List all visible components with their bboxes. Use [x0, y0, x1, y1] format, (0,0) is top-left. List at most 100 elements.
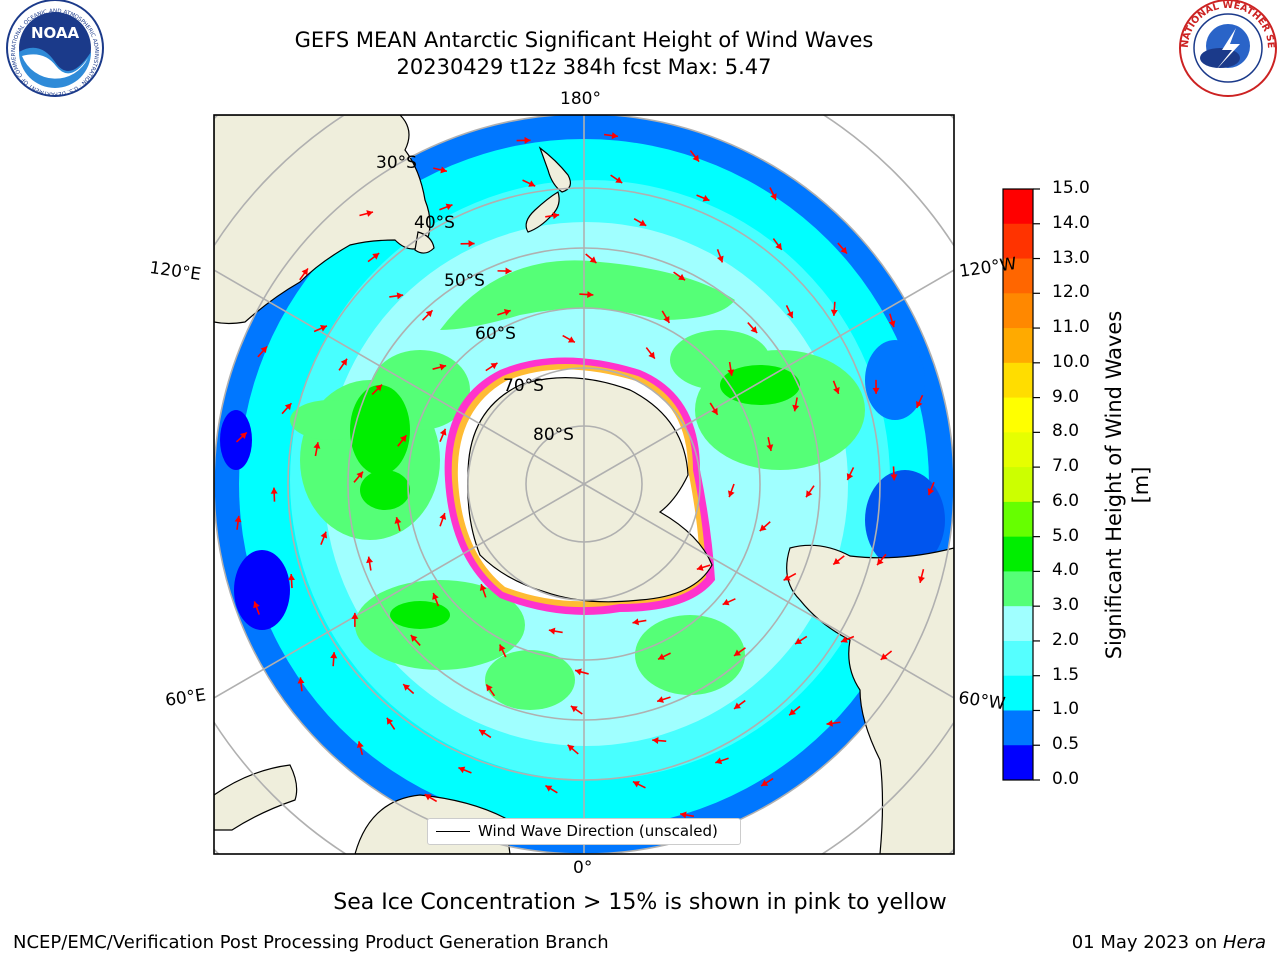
colorbar-tick-label: 1.5: [1052, 664, 1080, 685]
colorbar-tick-label: 7.0: [1052, 456, 1080, 477]
wave-direction-arrowhead: [880, 653, 888, 660]
wave-direction-arrowhead: [696, 564, 704, 571]
chart-title: GEFS MEAN Antarctic Significant Height o…: [294, 28, 874, 52]
wave-direction-arrowhead: [270, 487, 278, 494]
colorbar-segment: [1003, 293, 1033, 329]
colorbar-tick-label: 5.0: [1052, 525, 1080, 546]
wave-direction-arrowhead: [734, 702, 741, 709]
wave-direction-arrowhead: [702, 194, 710, 202]
colorbar-tick-label: 0.5: [1052, 734, 1080, 755]
wave-direction-arrowhead: [888, 320, 896, 328]
wave-direction-arrowhead: [410, 635, 418, 642]
wave-direction-arrowhead: [846, 473, 854, 481]
wave-direction-arrowhead: [490, 362, 498, 370]
colorbar-segment: [1003, 571, 1033, 607]
wave-direction-arrowhead: [234, 515, 242, 523]
wave-direction-arrowhead: [396, 292, 404, 300]
colorbar-tick-label: 0.0: [1052, 769, 1080, 789]
wave-direction-arrowhead: [759, 524, 767, 532]
lat-label-50s: 50°S: [444, 271, 485, 291]
colorbar-segment: [1003, 432, 1033, 468]
colorbar-segment: [1003, 328, 1033, 364]
svg-text:NATIONAL WEATHER SERVICE: NATIONAL WEATHER SERVICE: [0, 0, 1276, 49]
wave-direction-arrowhead: [833, 558, 841, 565]
wave-direction-arrowhead: [833, 387, 840, 394]
wave-direction-arrowhead: [770, 193, 777, 201]
footer-credit: NCEP/EMC/Verification Post Processing Pr…: [13, 932, 609, 953]
wave-direction-arrowhead: [284, 403, 292, 411]
wave-direction-arrowhead: [403, 684, 411, 691]
colorbar-segment: [1003, 189, 1033, 225]
wave-direction-arrowhead: [786, 311, 794, 319]
wave-direction-arrowhead: [503, 309, 511, 316]
wave-direction-arrowhead: [890, 474, 898, 481]
legend-line-swatch: [436, 831, 470, 832]
wave-direction-arrowhead: [424, 794, 432, 801]
wave-direction-arrowhead: [356, 741, 364, 748]
wave-direction-arrowhead: [567, 336, 575, 343]
colorbar-tick-label: 4.0: [1052, 560, 1080, 581]
wave-direction-arrowhead: [372, 253, 380, 260]
wave-direction-arrowhead: [505, 267, 512, 275]
wave-direction-arrowhead: [611, 132, 619, 140]
colorbar-segment: [1003, 710, 1033, 746]
wave-direction-arrowhead: [792, 404, 800, 412]
wave-direction-arrowhead: [877, 558, 884, 566]
colorbar-tick-label: 2.0: [1052, 629, 1080, 650]
wave-direction-arrowhead: [425, 310, 433, 318]
colorbar-segment: [1003, 640, 1033, 677]
wave-direction-arrowhead: [657, 696, 664, 703]
wave-direction-arrowhead: [320, 531, 328, 539]
wave-direction-arrowhead: [375, 384, 383, 392]
wave-direction-arrowhead: [715, 757, 723, 765]
wave-direction-arrowhead: [830, 309, 838, 316]
footer-host: Hera: [1222, 932, 1266, 953]
wave-direction-arrowhead: [775, 242, 782, 250]
lat-label-30s: 30°S: [376, 153, 417, 173]
wave-direction-arrowhead: [727, 490, 735, 498]
lat-label-40s: 40°S: [414, 213, 455, 233]
legend-label: Wind Wave Direction (unscaled): [478, 822, 718, 840]
wave-direction-arrowhead: [440, 166, 447, 174]
wave-direction-arrowhead: [916, 400, 923, 408]
wave-direction-arrowhead: [652, 737, 659, 745]
wave-direction-arrowhead: [394, 517, 402, 524]
wave-direction-arrowhead: [366, 556, 374, 564]
svg-text:NOAA: NOAA: [31, 24, 80, 42]
colorbar-tick-label: 11.0: [1052, 317, 1090, 338]
colorbar-label: Significant Height of Wind Waves [m]: [1102, 310, 1153, 660]
colorbar-tick-label: 8.0: [1052, 421, 1080, 442]
colorbar-tick-label: 13.0: [1052, 247, 1090, 268]
wave-direction-arrowhead: [840, 636, 848, 643]
colorbar-tick-label: 12.0: [1052, 282, 1090, 303]
graticule: [214, 115, 954, 854]
wave-direction-arrowhead: [528, 180, 536, 187]
colorbar-tick-label: 6.0: [1052, 490, 1080, 511]
wave-direction-arrowhead: [432, 593, 439, 600]
footer-date: 01 May 2023 on Hera: [1071, 932, 1266, 953]
wave-direction-arrowhead: [499, 644, 506, 652]
wave-direction-arrowhead: [918, 576, 925, 583]
wave-direction-arrowhead: [632, 618, 640, 626]
wave-direction-arrowhead: [320, 325, 327, 332]
wave-direction-arrowhead: [297, 677, 305, 684]
wave-direction-arrowhead: [840, 246, 848, 254]
wave-direction-arrowhead: [795, 637, 803, 645]
wave-direction-arrowhead: [750, 326, 758, 334]
wave-direction-arrowhead: [872, 387, 880, 394]
nws-logo: NATIONAL WEATHER SERVICE: [0, 0, 1277, 97]
colorbar: [1003, 188, 1040, 781]
wave-direction-arrowhead: [439, 428, 447, 436]
sea-ice-note: Sea Ice Concentration > 15% is shown in …: [333, 890, 947, 915]
colorbar-segment: [1003, 606, 1033, 642]
colorbar-segment: [1003, 397, 1033, 433]
colorbar-segment: [1003, 745, 1033, 781]
wave-direction-arrowhead: [711, 407, 718, 415]
wave-direction-arrowhead: [486, 684, 493, 692]
wave-direction-arrowhead: [313, 442, 321, 449]
wave-direction-arrowhead: [445, 203, 453, 211]
colorbar-tick-label: 10.0: [1052, 351, 1090, 372]
wave-direction-arrowhead: [552, 212, 560, 220]
chart-subtitle: 20230429 t12z 384h fcst Max: 5.47: [396, 55, 772, 79]
wave-direction-arrowhead: [589, 256, 597, 263]
